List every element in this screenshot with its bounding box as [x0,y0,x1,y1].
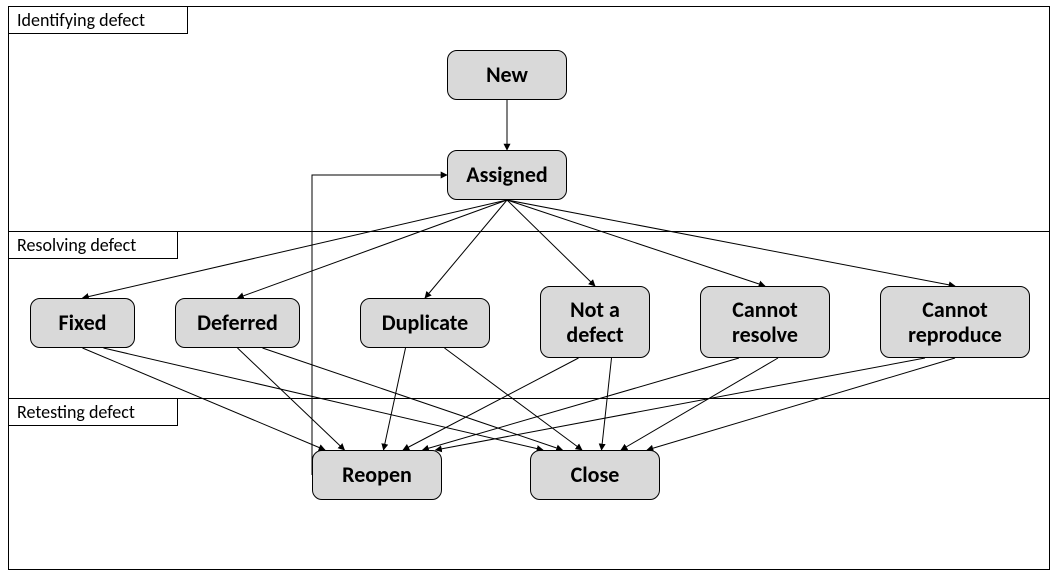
region-label-identifying: Identifying defect [8,6,188,34]
node-cannot-resolve: Cannotresolve [700,286,830,358]
node-label: Duplicate [382,310,468,335]
diagram-canvas: Identifying defect Resolving defect Rete… [0,0,1058,579]
node-close: Close [530,450,660,500]
node-label: Not adefect [566,297,623,348]
region-label-resolving: Resolving defect [8,231,178,259]
region-label-text: Retesting defect [17,401,135,423]
node-label: Assigned [466,162,547,187]
node-not-a-defect: Not adefect [540,286,650,358]
node-label: New [486,62,528,87]
node-duplicate: Duplicate [360,298,490,348]
node-label: Deferred [197,310,278,335]
region-label-text: Identifying defect [17,9,145,31]
region-label-retesting: Retesting defect [8,398,178,426]
region-label-text: Resolving defect [17,234,136,256]
node-label: Reopen [342,462,412,487]
node-label: Cannotresolve [732,297,798,348]
node-label: Cannotreproduce [908,297,1002,348]
node-deferred: Deferred [175,298,300,348]
node-assigned: Assigned [447,150,567,200]
node-fixed: Fixed [30,298,135,348]
node-cannot-reproduce: Cannotreproduce [880,286,1030,358]
node-label: Fixed [59,310,107,335]
node-reopen: Reopen [312,450,442,500]
node-label: Close [571,462,620,487]
node-new: New [447,50,567,100]
